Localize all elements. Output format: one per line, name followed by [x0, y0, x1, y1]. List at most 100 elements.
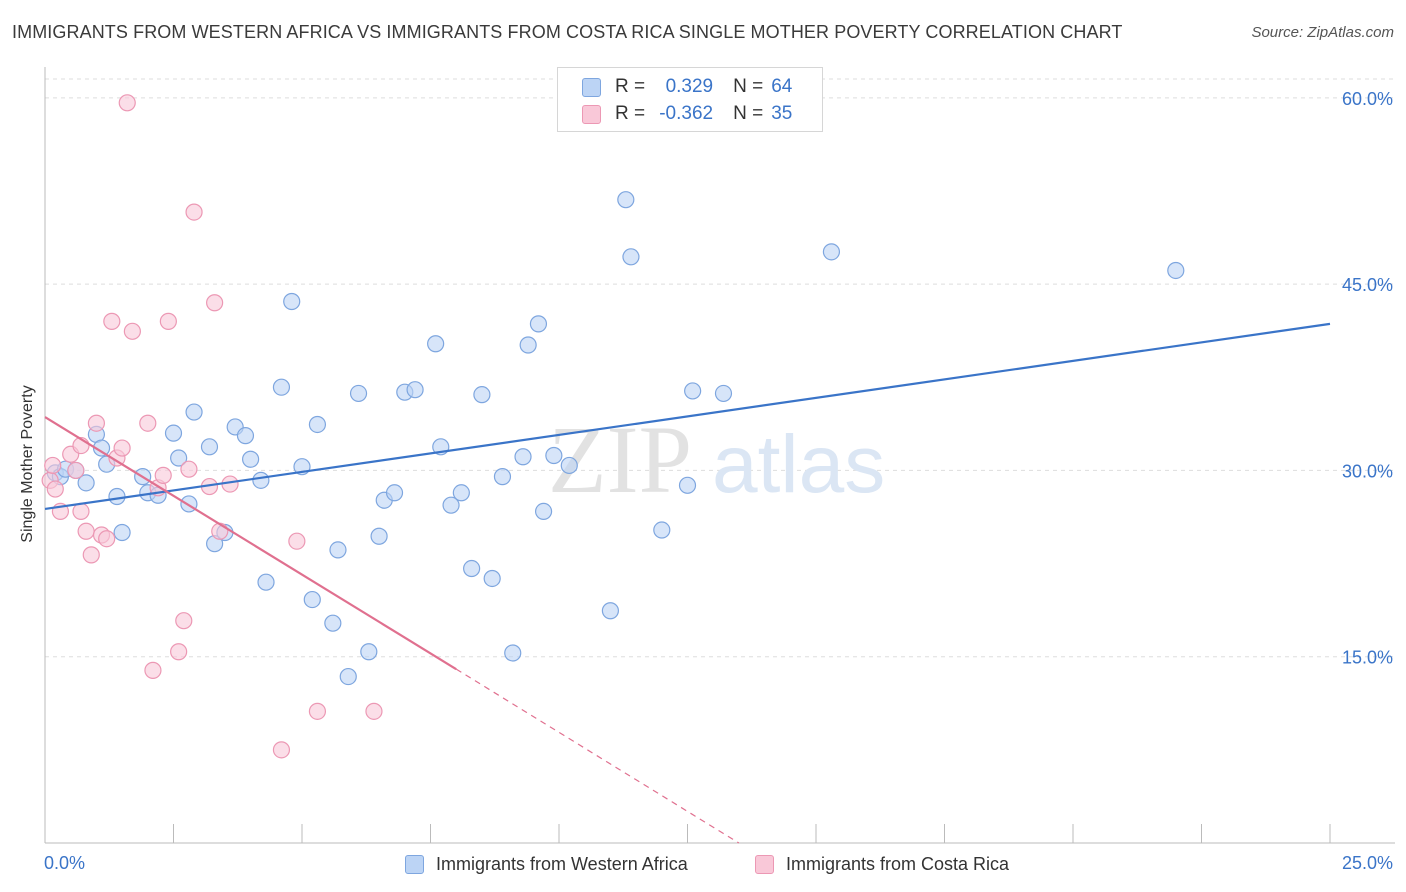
- western-africa-point: [427, 335, 445, 353]
- western-africa-point: [493, 468, 512, 486]
- legend-n-label: N =: [733, 76, 764, 97]
- costa-rica-point: [82, 546, 100, 564]
- costa-rica-trendline: [44, 416, 457, 671]
- western-africa-point: [714, 384, 733, 403]
- western-africa-point: [185, 403, 203, 421]
- costa-rica-point: [288, 532, 306, 550]
- western-africa-point: [534, 502, 553, 521]
- western-africa-point: [236, 427, 255, 445]
- series-legend-costa-rica: Immigrants from Costa Rica: [755, 851, 1009, 877]
- data-points: [41, 94, 1185, 759]
- western-africa-point: [452, 484, 470, 502]
- western-africa-point: [324, 614, 342, 632]
- legend-r-value: -0.362: [659, 103, 714, 124]
- legend-r-label: R =: [615, 103, 646, 124]
- western-africa-point: [653, 521, 671, 539]
- western-africa-point: [113, 523, 131, 542]
- series-swatch-pink: [755, 854, 774, 874]
- western-africa-point: [406, 381, 424, 399]
- costa-rica-trendline-extension: [455, 668, 740, 844]
- watermark: ZIP atlas: [548, 406, 885, 513]
- western-africa-point: [339, 667, 357, 686]
- costa-rica-point: [170, 643, 188, 661]
- costa-rica-point: [308, 702, 327, 720]
- western-africa-point: [529, 315, 548, 333]
- y-axis-label: Single Mother Poverty: [19, 385, 36, 543]
- series-label: Immigrants from Western Africa: [436, 853, 688, 874]
- western-africa-point: [504, 644, 522, 662]
- costa-rica-point: [144, 661, 162, 679]
- western-africa-point: [822, 243, 841, 261]
- western-africa-point: [617, 191, 635, 209]
- legend-n-label: N =: [733, 103, 764, 124]
- costa-rica-point: [77, 522, 95, 540]
- costa-rica-point: [67, 461, 85, 480]
- western-africa-point: [200, 438, 219, 456]
- legend-r-value: 0.329: [665, 76, 714, 97]
- legend-n-value: 35: [771, 103, 793, 124]
- western-africa-point: [242, 450, 260, 468]
- costa-rica-point: [365, 702, 383, 720]
- costa-rica-point: [185, 203, 203, 221]
- y-tick-label: 15.0%: [1342, 648, 1393, 668]
- western-africa-point: [473, 386, 491, 404]
- y-tick-label: 30.0%: [1342, 461, 1393, 481]
- costa-rica-point: [118, 94, 136, 112]
- western-africa-point: [272, 378, 291, 396]
- western-africa-point: [684, 382, 702, 400]
- western-africa-point: [370, 527, 388, 545]
- western-africa-point: [1167, 261, 1185, 280]
- western-africa-point: [560, 456, 578, 475]
- western-africa-point: [514, 448, 532, 466]
- series-label: Immigrants from Costa Rica: [786, 853, 1010, 874]
- western-africa-point: [349, 384, 368, 403]
- western-africa-point: [329, 541, 347, 559]
- series-swatch-blue: [405, 854, 424, 874]
- western-africa-point: [442, 496, 460, 514]
- costa-rica-point: [175, 612, 193, 630]
- costa-rica-point: [272, 741, 291, 759]
- legend-row-western-africa: R = 0.329 N = 64: [582, 74, 792, 100]
- costa-rica-point: [154, 466, 172, 484]
- costa-rica-point: [206, 294, 224, 312]
- western-africa-point: [622, 248, 640, 266]
- costa-rica-point: [98, 530, 116, 548]
- costa-rica-point: [180, 460, 198, 478]
- source-label: Source: ZipAtlas.com: [1251, 24, 1394, 41]
- western-africa-point: [519, 336, 537, 354]
- western-africa-point: [385, 484, 404, 502]
- grid: [45, 78, 1395, 658]
- x-tick-label: 25.0%: [1342, 853, 1393, 873]
- correlation-legend: R = 0.329 N = 64 R = -0.362 N = 35: [557, 67, 823, 132]
- tick-labels: 15.0% 30.0% 45.0% 60.0% 0.0% 25.0%: [44, 89, 1393, 873]
- x-tick-label: 0.0%: [44, 853, 85, 873]
- western-africa-point: [308, 415, 327, 434]
- costa-rica-point: [139, 414, 157, 432]
- costa-rica-point: [72, 502, 90, 521]
- western-africa-point: [170, 449, 188, 467]
- legend-r-label: R =: [615, 76, 646, 97]
- western-africa-point: [252, 471, 270, 489]
- y-tick-label: 60.0%: [1342, 89, 1393, 109]
- legend-n-value: 64: [771, 76, 793, 97]
- western-africa-point: [283, 292, 301, 311]
- western-africa-point: [257, 573, 275, 591]
- chart-title: IMMIGRANTS FROM WESTERN AFRICA VS IMMIGR…: [12, 22, 1123, 42]
- western-africa-trendline: [44, 322, 1331, 511]
- y-tick-label: 45.0%: [1342, 275, 1393, 295]
- axes: [44, 67, 1395, 844]
- western-africa-point: [463, 559, 481, 578]
- legend-swatch-pink: [582, 104, 601, 124]
- western-africa-point: [108, 487, 126, 506]
- costa-rica-point: [87, 414, 106, 432]
- series-legend-western-africa: Immigrants from Western Africa: [405, 851, 688, 877]
- western-africa-point: [483, 569, 501, 588]
- costa-rica-point: [123, 322, 141, 340]
- costa-rica-point: [211, 522, 229, 540]
- legend-swatch-blue: [582, 77, 601, 97]
- western-africa-point: [360, 643, 378, 661]
- watermark-atlas: atlas: [712, 419, 885, 510]
- costa-rica-point: [44, 456, 62, 475]
- costa-rica-point: [113, 439, 131, 457]
